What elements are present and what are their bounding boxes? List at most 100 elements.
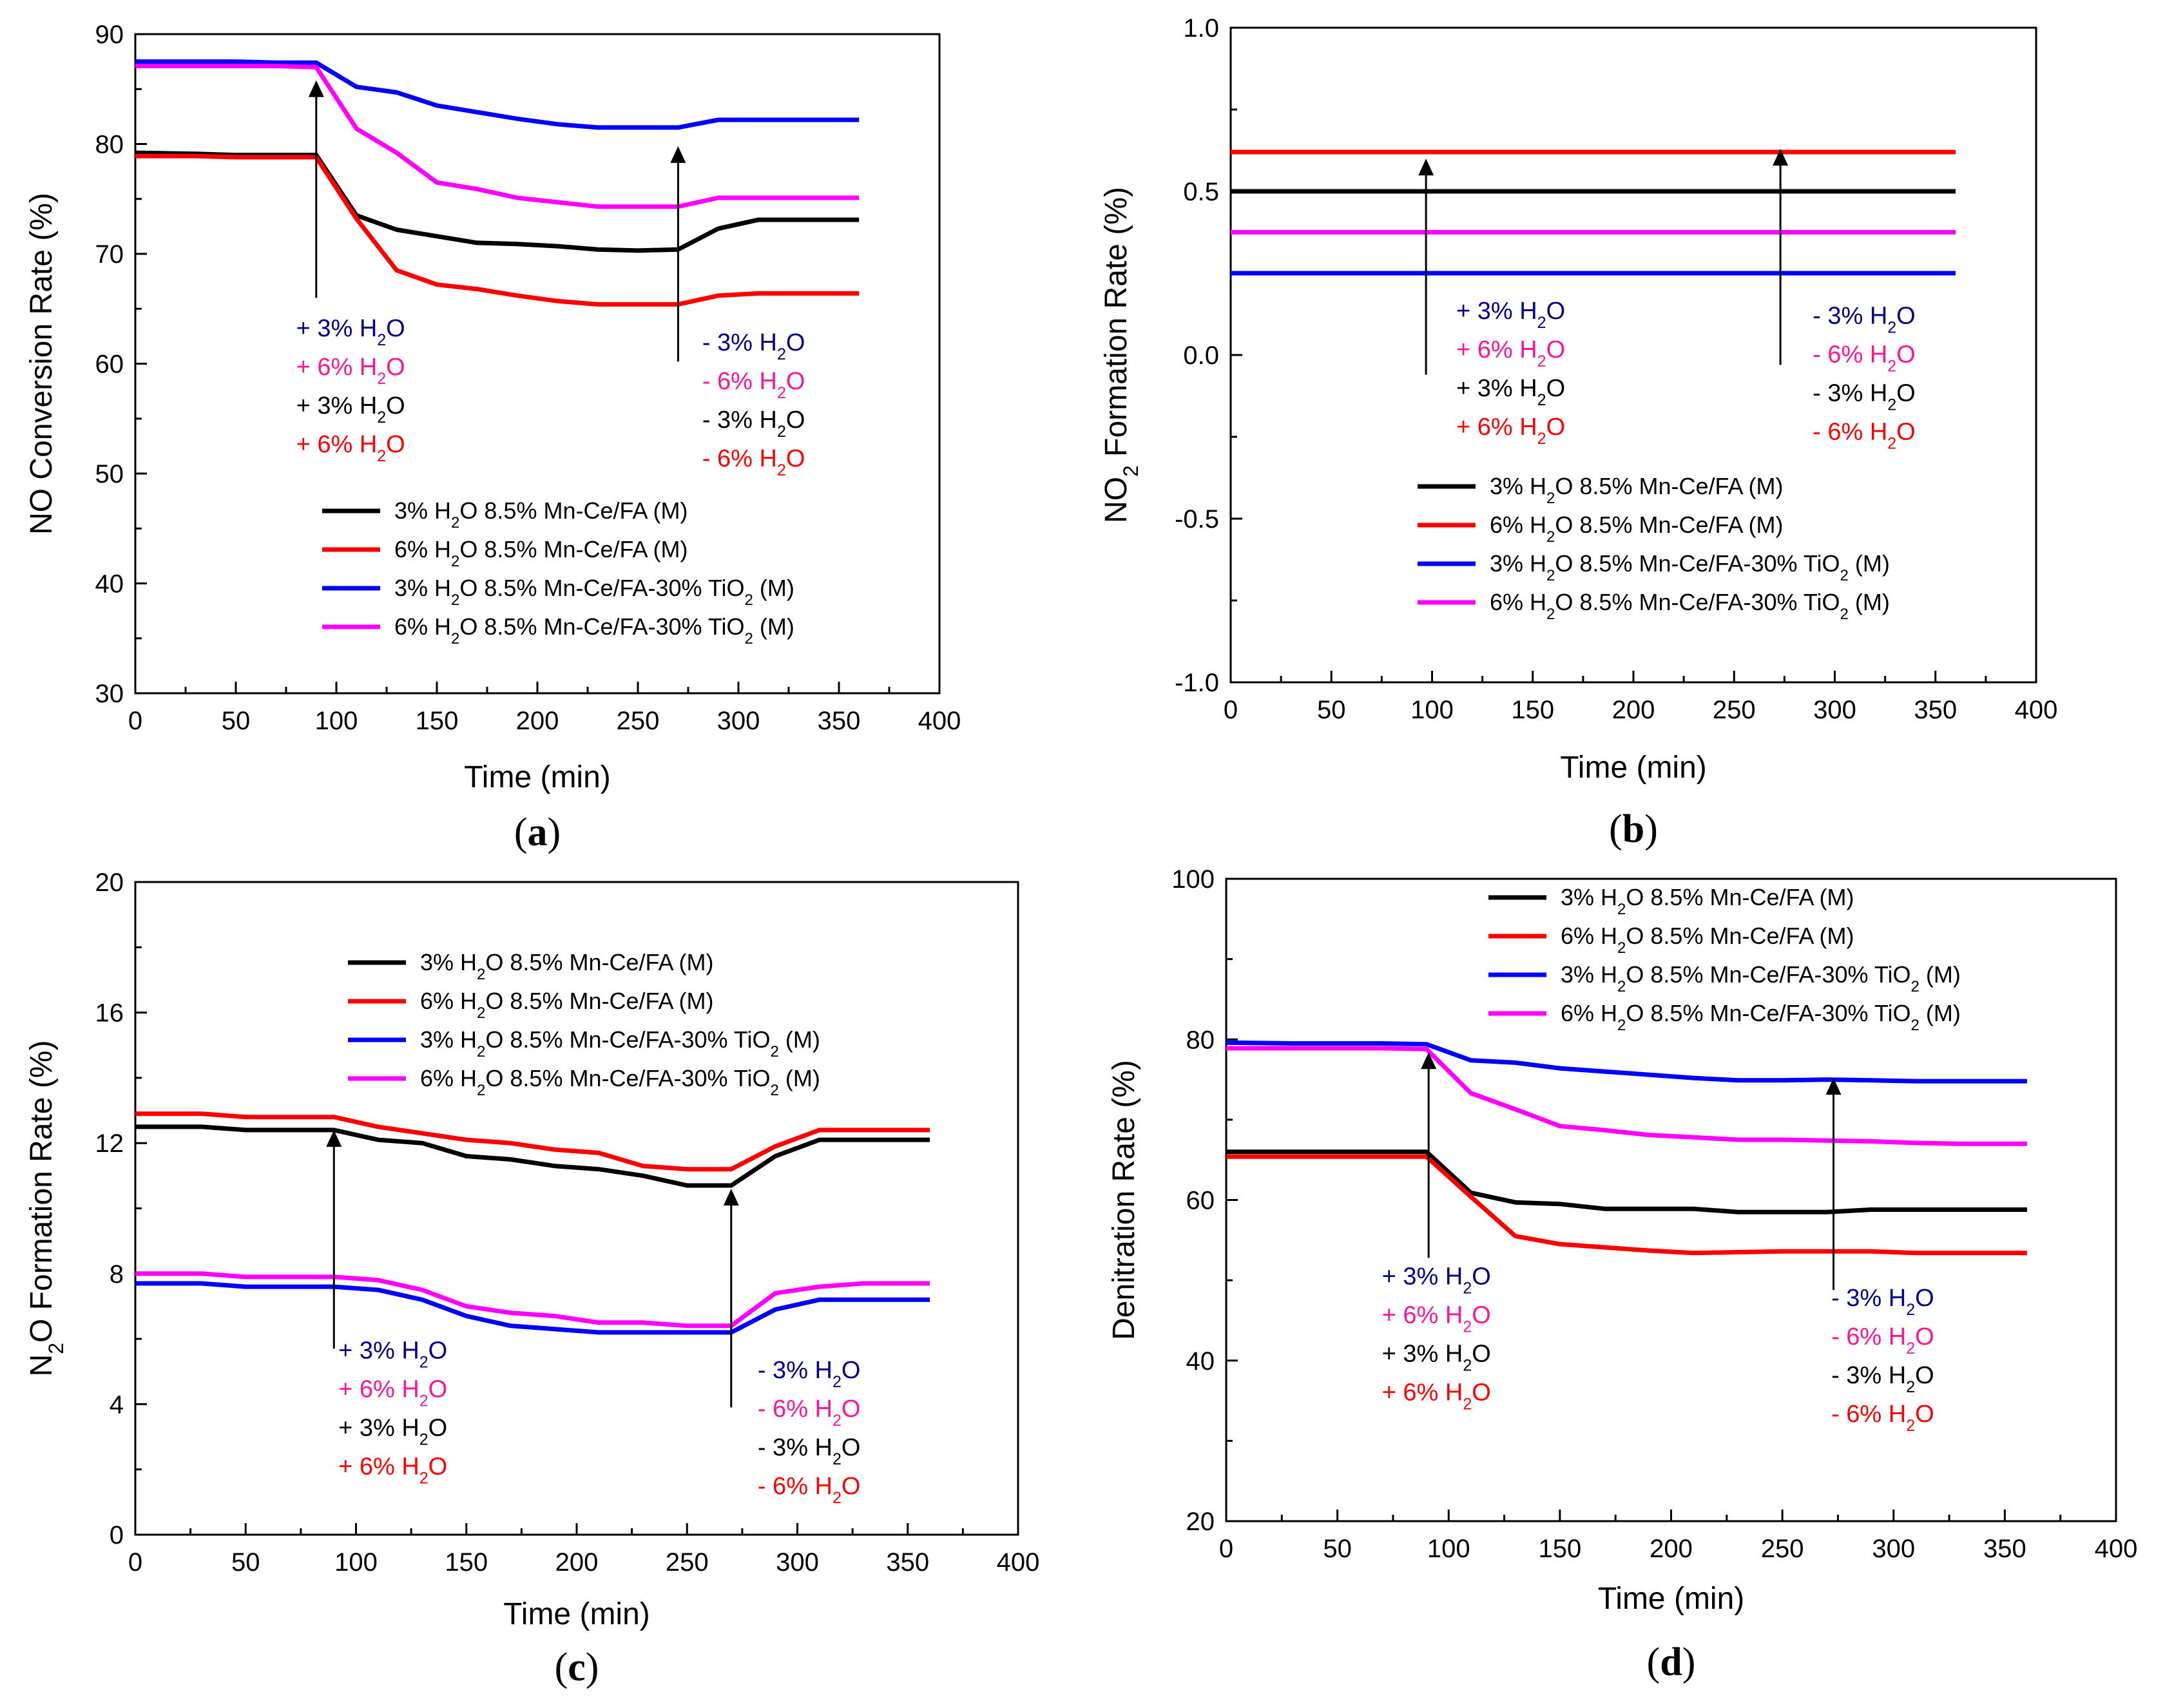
sublabel-part: )	[586, 1646, 599, 1689]
annotation-line-part: O	[1896, 419, 1916, 446]
annotation-line-part: + 3% H	[1382, 1340, 1463, 1367]
legend-entry-1: 3% H2O 8.5% Mn-Ce/FA (M)	[420, 949, 713, 983]
x-tick-label-part: 200	[555, 1548, 599, 1577]
legend-entry-3-part: 2	[771, 1043, 779, 1060]
annotation-line-part: + 3% H	[296, 392, 378, 419]
y-tick-label-part: 100	[1171, 865, 1215, 894]
legend-entry-2-part: 2	[1546, 528, 1555, 546]
annotation-line: - 6% H2O	[758, 1396, 861, 1430]
legend-entry-1-part: 3% H	[420, 949, 477, 975]
plot-frame	[134, 881, 1019, 1536]
sublabel-part: (	[1609, 807, 1622, 851]
annotation-line-part: + 6% H	[1382, 1301, 1463, 1329]
x-axis-title-part: Time (min)	[503, 1597, 650, 1631]
annotation-line-part: - 3% H	[1813, 380, 1887, 407]
panel-a: 0 50 100 150 200 250 300 350 400 30 40 50 60 70 80 90 Ti…	[24, 21, 961, 854]
x-tick-label-part: 350	[1914, 696, 1957, 724]
y-tick-label: 20	[95, 868, 124, 897]
annotation-line-part: O	[786, 329, 805, 356]
legend-entry-2-part: 2	[1617, 939, 1626, 957]
legend-entry-2-part: 6% H	[1490, 512, 1546, 538]
annotation-line-part: - 6% H	[702, 368, 777, 395]
annotation-line-part: 2	[1906, 1378, 1915, 1396]
x-tick-label: 400	[2095, 1535, 2138, 1563]
x-tick-label: 100	[1427, 1535, 1470, 1563]
legend-entry-3: 3% H2O 8.5% Mn-Ce/FA-30% TiO2 (M)	[1490, 550, 1890, 584]
legend-entry-1-part: O 8.5% Mn-Ce/FA (M)	[485, 949, 713, 975]
x-tick-label: 50	[1323, 1535, 1352, 1563]
legend-entry-1-part: 3% H	[1490, 473, 1546, 499]
y-tick-label-part: -0.5	[1175, 505, 1219, 533]
sublabel-part: (	[514, 811, 528, 854]
y-tick-label-part: 0	[110, 1521, 124, 1550]
legend-entry-1-part: 2	[451, 514, 459, 532]
arrow-head	[670, 146, 686, 163]
x-axis-title: Time (min)	[464, 760, 611, 794]
y-axis-title: NO2 Formation Rate (%)	[1099, 187, 1142, 523]
y-axis-title-part: NO	[1099, 477, 1133, 523]
legend-entry-4-part: 2	[1546, 606, 1555, 623]
annotation-line: + 6% H2O	[1382, 1379, 1491, 1413]
y-tick-label-part: 60	[95, 350, 124, 379]
annotation-line: - 3% H2O	[1831, 1285, 1934, 1319]
annotation-line-part: 2	[777, 384, 786, 402]
legend-entry-3-part: 3% H	[394, 575, 451, 601]
legend-entry-2-part: O 8.5% Mn-Ce/FA (M)	[1626, 923, 1854, 949]
legend-entry-3-part: 3% H	[420, 1026, 477, 1053]
annotation-line-part: 2	[1537, 352, 1546, 370]
x-tick-label: 50	[1317, 696, 1346, 724]
y-tick-label-part: 40	[95, 570, 124, 599]
x-tick-label: 300	[1872, 1535, 1915, 1563]
x-tick-label: 400	[997, 1548, 1040, 1577]
y-tick-label-part: 20	[95, 868, 124, 897]
legend-entry-4-part: O 8.5% Mn-Ce/FA-30% TiO	[1626, 1000, 1910, 1026]
annotation-line-part: 2	[1537, 391, 1546, 409]
annotation-line: - 3% H2O	[758, 1434, 861, 1468]
annotation-line-part: 2	[777, 461, 786, 479]
y-tick-label: 0.0	[1183, 341, 1219, 370]
x-tick-label-part: 200	[516, 707, 559, 735]
y-tick-label: -1.0	[1175, 669, 1219, 697]
annotation-line-part: O	[786, 368, 805, 395]
y-axis-title-part: Denitration Rate (%)	[1107, 1060, 1141, 1340]
x-tick-label-part: 350	[1983, 1535, 2026, 1563]
annotation-line-part: 2	[777, 423, 786, 441]
y-axis-title-part: N	[24, 1354, 59, 1377]
legend-entry-1: 3% H2O 8.5% Mn-Ce/FA (M)	[1490, 473, 1783, 507]
y-tick-label: 0	[110, 1521, 124, 1550]
x-tick-label-part: 50	[222, 707, 251, 735]
legend-entry-2-part: 6% H	[1561, 923, 1617, 949]
annotation-line: + 6% H2O	[1382, 1301, 1491, 1336]
legend-entry-3-part: O 8.5% Mn-Ce/FA-30% TiO	[1555, 550, 1840, 577]
legend-entry-4-part: 2	[1840, 606, 1849, 623]
annotation-line-part: + 6% H	[338, 1453, 419, 1480]
annotation-line-part: - 3% H	[1813, 303, 1887, 330]
annotation-line-part: 2	[1463, 1395, 1472, 1413]
y-tick-label-part: 80	[1186, 1026, 1215, 1054]
legend-entry-4-part: O 8.5% Mn-Ce/FA-30% TiO	[459, 613, 744, 640]
y-tick-label-part: 4	[110, 1390, 124, 1419]
annotation-line-part: 2	[832, 1450, 842, 1468]
legend-entry-1: 3% H2O 8.5% Mn-Ce/FA (M)	[1561, 884, 1854, 918]
y-tick-label-part: -1.0	[1175, 669, 1219, 697]
y-axis-title: N2O Formation Rate (%)	[24, 1041, 68, 1377]
x-tick-label: 200	[1650, 1535, 1693, 1563]
y-tick-label: 0.5	[1183, 178, 1219, 206]
annotation-line: + 6% H2O	[338, 1376, 447, 1410]
x-axis-title: Time (min)	[1598, 1582, 1745, 1616]
legend-entry-1-part: 2	[477, 966, 485, 983]
annotation-line-part: + 3% H	[338, 1337, 419, 1364]
y-axis-title-part: NO Conversion Rate (%)	[24, 193, 59, 535]
annotation-line-part: O	[842, 1434, 861, 1461]
annotation-line-part: 2	[1887, 396, 1896, 414]
legend-entry-4-part: 6% H	[1561, 1000, 1617, 1026]
arrow-head	[723, 1189, 739, 1206]
annotation-line-part: - 3% H	[1831, 1362, 1906, 1389]
legend-entry-1-part: 2	[1546, 490, 1555, 507]
y-tick-label: 70	[95, 240, 124, 269]
annotation-line-part: + 3% H	[296, 315, 378, 342]
x-tick-label-part: 100	[334, 1548, 378, 1577]
annotation-line: - 6% H2O	[702, 445, 805, 479]
annotation-line: - 3% H2O	[758, 1357, 861, 1391]
series-line-3	[135, 1281, 930, 1335]
